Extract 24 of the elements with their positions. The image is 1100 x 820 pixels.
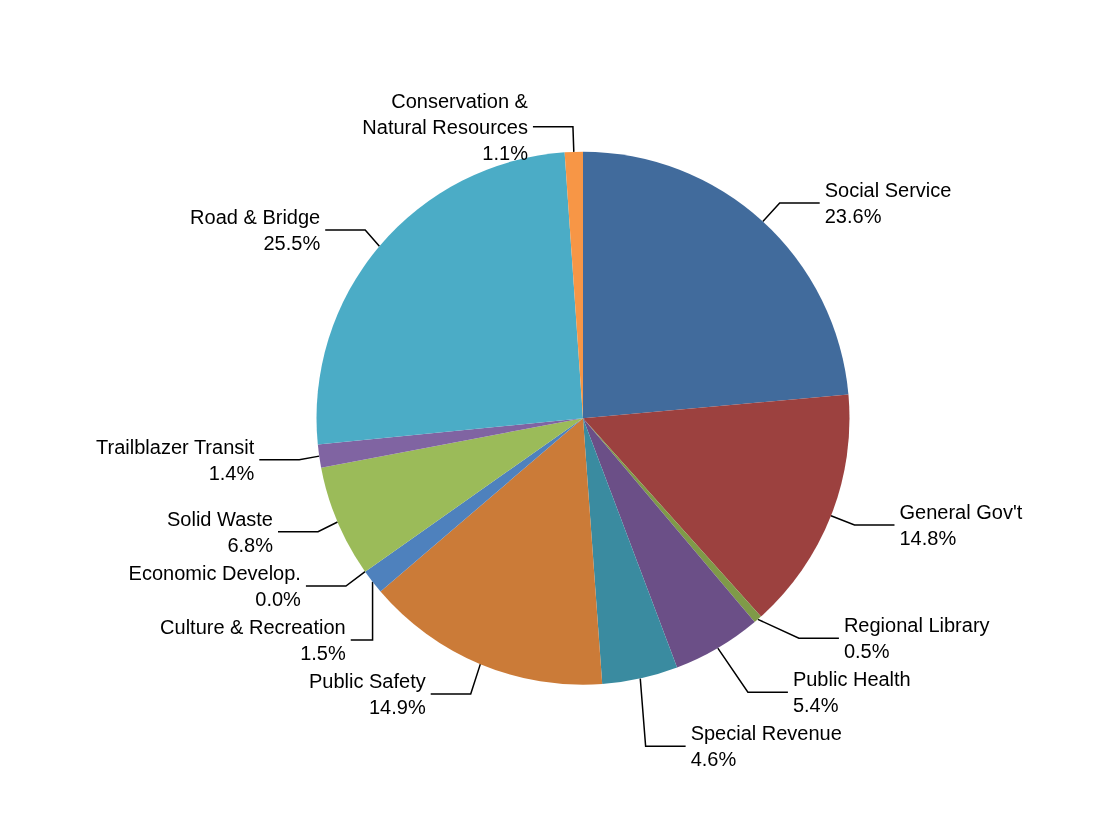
text: 0.0% <box>255 588 301 611</box>
data-label: 23.6% <box>824 205 882 228</box>
slice-label: Conservation & Natural Resources <box>362 89 529 138</box>
legend-label: Economic Develop. <box>128 562 301 585</box>
slice-label: General Gov't <box>899 500 1023 523</box>
slice-label: Solid Waste <box>167 507 273 530</box>
slice-label: Trailblazer Transit <box>96 435 255 458</box>
slice-label: Regional Library <box>843 614 990 637</box>
data-label: 5.4% <box>792 694 839 717</box>
data-label: 1.4% <box>208 461 255 484</box>
data-label: 1.5% <box>300 642 346 665</box>
data-label: 25.5% <box>263 232 321 255</box>
slice-label: Social Service <box>824 179 952 202</box>
data-label: 0.5% <box>843 640 890 663</box>
slice-label: Special Revenue <box>690 722 842 745</box>
data-label: 14.8% <box>899 526 957 549</box>
slice-label: Public Health <box>792 668 911 691</box>
data-label: 4.6% <box>690 748 737 771</box>
slice-label: Culture & Recreation <box>160 616 346 639</box>
slice-label: Road & Bridge <box>190 206 321 229</box>
slice-label: Public Safety <box>308 670 426 693</box>
data-label: 1.1% <box>482 141 529 164</box>
data-label: 6.8% <box>227 533 274 556</box>
data-label: 14.9% <box>368 696 426 719</box>
